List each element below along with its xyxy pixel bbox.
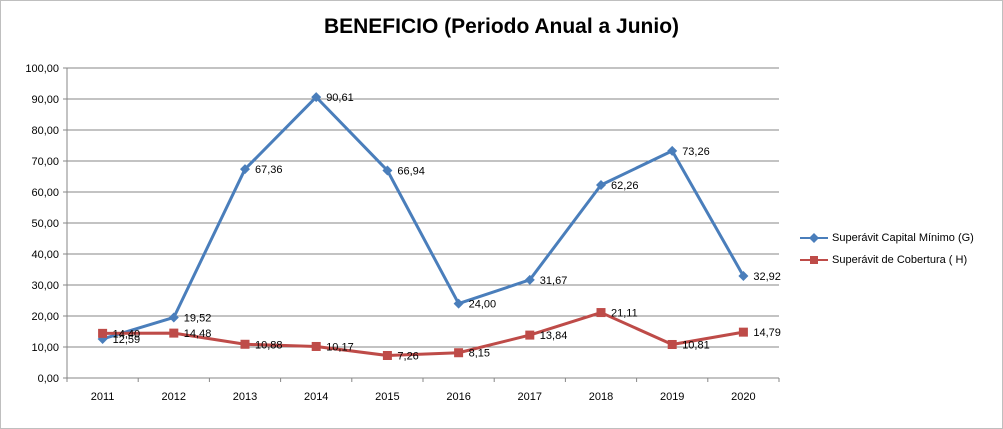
- data-label: 66,94: [397, 165, 425, 177]
- data-point-square: [596, 308, 606, 318]
- x-tick-label: 2018: [589, 391, 613, 403]
- data-label: 19,52: [184, 312, 212, 324]
- legend-item-series-2: Superávit de Cobertura ( H): [796, 249, 991, 271]
- y-tick-label: 30,00: [31, 280, 59, 292]
- data-label: 32,92: [753, 271, 781, 283]
- y-tick-label: 20,00: [31, 311, 59, 323]
- data-point-square: [311, 341, 321, 351]
- x-tick-label: 2019: [660, 391, 684, 403]
- data-label: 31,67: [540, 275, 568, 287]
- data-label: 13,84: [540, 330, 568, 342]
- legend-label-series-1: Superávit Capital Mínimo (G): [832, 232, 974, 244]
- data-label: 14,48: [184, 328, 212, 340]
- data-label: 14,79: [753, 327, 781, 339]
- legend-item-series-1: Superávit Capital Mínimo (G): [796, 227, 991, 249]
- y-tick-label: 90,00: [31, 94, 59, 106]
- data-label: 21,11: [611, 308, 638, 320]
- data-label: 10,88: [255, 339, 283, 351]
- series-line-1: [102, 95, 745, 341]
- data-label: 67,36: [255, 164, 283, 176]
- data-label: 62,26: [611, 180, 639, 192]
- data-point-square: [169, 328, 179, 338]
- data-point-diamond: [240, 164, 250, 175]
- data-label: 24,00: [469, 299, 497, 311]
- y-tick-label: 50,00: [31, 218, 59, 230]
- square-marker-icon: [800, 256, 828, 264]
- data-point-diamond: [168, 312, 179, 323]
- x-tick-label: 2012: [162, 391, 186, 403]
- data-label: 8,15: [469, 348, 490, 360]
- data-point-square: [738, 327, 748, 337]
- x-tick-label: 2013: [233, 391, 257, 403]
- diamond-marker-icon: [800, 233, 828, 243]
- data-point-diamond: [311, 92, 322, 103]
- data-point-square: [454, 348, 464, 358]
- data-label: 73,26: [682, 146, 710, 158]
- data-point-square: [667, 339, 677, 349]
- data-label: 7,26: [397, 350, 418, 362]
- data-point-diamond: [453, 298, 464, 309]
- data-point-diamond: [738, 270, 749, 281]
- x-tick-label: 2011: [91, 391, 115, 403]
- data-point-diamond: [596, 179, 606, 190]
- data-point-square: [98, 328, 108, 338]
- data-point-diamond: [382, 165, 393, 176]
- data-label: 10,81: [682, 339, 710, 351]
- y-tick-label: 80,00: [31, 125, 59, 137]
- x-tick-label: 2016: [446, 391, 470, 403]
- data-label: 14,40: [113, 328, 141, 340]
- y-tick-label: 0,00: [38, 373, 59, 385]
- y-tick-label: 40,00: [31, 249, 59, 261]
- x-tick-label: 2014: [304, 391, 328, 403]
- data-point-diamond: [524, 274, 535, 285]
- data-label: 12,59: [113, 334, 141, 346]
- y-tick-label: 100,00: [25, 63, 59, 75]
- legend-label-series-2: Superávit de Cobertura ( H): [832, 254, 968, 266]
- data-label: 90,61: [326, 92, 354, 104]
- data-point-square: [525, 330, 535, 340]
- x-tick-label: 2017: [518, 391, 542, 403]
- legend: Superávit Capital Mínimo (G) Superávit d…: [796, 227, 991, 271]
- y-tick-label: 10,00: [31, 342, 59, 354]
- data-label: 10,17: [326, 341, 354, 353]
- y-tick-label: 60,00: [31, 187, 59, 199]
- x-tick-label: 2020: [731, 391, 755, 403]
- data-point-square: [240, 339, 250, 349]
- x-tick-label: 2015: [375, 391, 399, 403]
- y-tick-label: 70,00: [31, 156, 59, 168]
- data-point-diamond: [667, 145, 678, 156]
- series-line-2: [102, 311, 744, 357]
- data-point-square: [382, 350, 392, 360]
- chart-title: BENEFICIO (Periodo Anual a Junio): [323, 15, 680, 38]
